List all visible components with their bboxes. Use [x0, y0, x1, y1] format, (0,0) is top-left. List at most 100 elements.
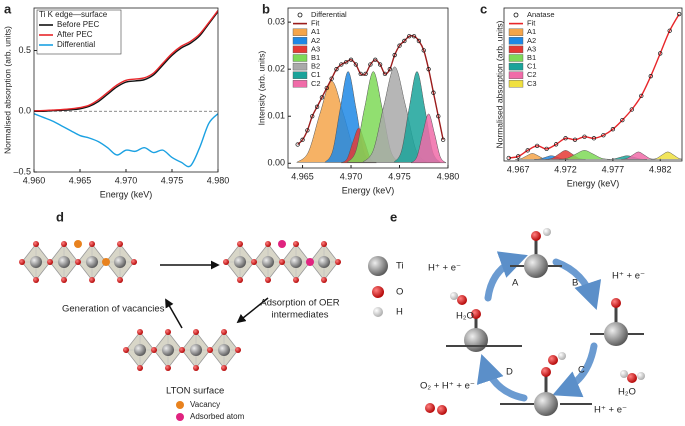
step-label: LTON surface — [166, 386, 224, 397]
x-tick-label: 4.975 — [388, 171, 411, 181]
step-text: H₂O — [618, 387, 636, 398]
legend-label: Differential — [57, 40, 95, 49]
y-tick-label: 0.00 — [267, 158, 285, 168]
data-point — [319, 95, 325, 100]
data-point — [591, 136, 597, 141]
data-point — [610, 127, 616, 132]
legend-title: Ti K edge—surface — [39, 10, 108, 19]
component-peak — [410, 113, 447, 164]
legend-label: A1 — [311, 27, 320, 36]
y-tick-label: 0.0 — [18, 106, 31, 116]
molecules — [425, 228, 645, 416]
panel-label: e — [390, 209, 397, 224]
legend-swatch — [292, 37, 308, 45]
legend-label: B1 — [527, 53, 536, 62]
data-point — [426, 67, 431, 72]
data-point — [620, 117, 625, 123]
cycle-arrows — [476, 251, 602, 402]
adsorbed-atom — [278, 240, 286, 248]
data-point — [363, 71, 368, 77]
series-line — [34, 113, 218, 168]
step-text: H₂O — [456, 311, 474, 322]
data-point — [525, 148, 530, 153]
legend-label: Anatase — [527, 10, 555, 19]
data-point — [295, 142, 300, 147]
panel-label: d — [56, 209, 64, 224]
legend-swatch — [292, 45, 308, 54]
legend-swatch — [508, 71, 524, 79]
step-label: Adsorption of OER — [260, 298, 339, 309]
data-point — [392, 52, 397, 58]
data-point — [416, 38, 422, 44]
x-tick-label: 4.980 — [207, 175, 230, 185]
component-peak — [650, 151, 682, 160]
component-peak — [558, 150, 611, 160]
series-line — [508, 13, 680, 159]
data-point — [310, 114, 315, 119]
legend-swatch — [292, 28, 308, 36]
data-point — [348, 57, 354, 62]
data-point — [572, 137, 578, 142]
legend-o — [372, 286, 384, 298]
legend-swatch — [508, 45, 524, 54]
series-line — [34, 11, 218, 113]
data-point — [324, 85, 329, 91]
legend-ti — [368, 256, 388, 276]
legend-label: A3 — [311, 44, 320, 53]
diagram-d: d Generation of vacancies Adsorption of … — [19, 209, 341, 421]
legend-marker — [176, 401, 184, 409]
plot-area — [506, 11, 682, 161]
step-letter: D — [506, 367, 513, 378]
data-point — [431, 90, 436, 95]
legend-label: C2 — [311, 79, 321, 88]
chart-panel: b 4.965 4.970 4.975 4.980 0.00 0.01 0.02 0.03 Ene… — [256, 1, 459, 195]
x-tick-label: 4.982 — [649, 164, 672, 174]
x-tick-label: 4.980 — [437, 171, 460, 181]
legend-label: C1 — [527, 62, 537, 71]
legend-swatch — [508, 80, 524, 88]
legend-label: Vacancy — [190, 400, 220, 409]
data-point — [305, 128, 310, 133]
data-point — [658, 51, 663, 56]
plot-area — [34, 10, 218, 168]
step-text: O₂ + H⁺ + e⁻ — [420, 381, 475, 392]
x-tick-label: 4.970 — [340, 171, 363, 181]
legend-swatch — [508, 54, 524, 62]
data-point — [648, 74, 653, 79]
step-letter: C — [578, 365, 585, 376]
legend-swatch — [508, 28, 524, 36]
x-tick-label: 4.977 — [602, 164, 625, 174]
component-peak — [621, 151, 656, 160]
y-axis-label: Normalised absorption (arb. units) — [494, 20, 504, 148]
data-point — [339, 62, 344, 67]
data-point — [601, 133, 606, 138]
data-point — [407, 34, 412, 39]
data-point — [344, 59, 349, 65]
legend-h — [373, 307, 383, 317]
data-point — [411, 34, 417, 39]
data-point — [441, 137, 446, 142]
diagram-e: e Ti O H H⁺ + e⁻ H₂O A B H⁺ + e⁻ C H₂O H… — [368, 209, 645, 416]
data-point — [314, 104, 320, 109]
legend-label: A3 — [527, 44, 536, 53]
data-point — [300, 137, 305, 142]
arrow — [236, 297, 269, 324]
legend-marker — [176, 413, 184, 421]
data-point — [544, 146, 549, 152]
step-letter: B — [572, 278, 578, 289]
data-point — [373, 57, 378, 62]
series-line — [297, 34, 444, 145]
data-point — [677, 11, 682, 17]
data-point — [329, 76, 334, 81]
vacancy-site — [74, 240, 82, 248]
y-axis-label: Normalised absorption (arb. units) — [2, 26, 12, 154]
legend-label: A2 — [527, 36, 536, 45]
data-point — [402, 38, 407, 44]
data-point — [397, 43, 402, 48]
step-text: H⁺ + e⁻ — [612, 271, 645, 282]
legend-label: C2 — [527, 70, 537, 79]
